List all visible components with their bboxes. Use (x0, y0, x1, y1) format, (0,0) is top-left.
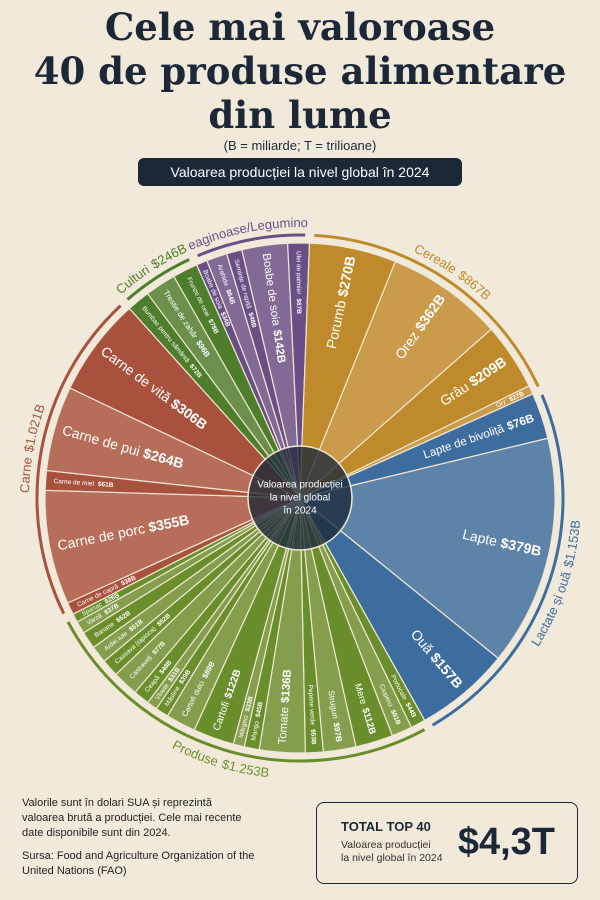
total-subtitle: Valoarea producției la nivel global în 20… (341, 839, 443, 865)
group-value: $354B (0, 0, 4, 3)
product-wedge (299, 260, 493, 499)
center-label: în 2024 (282, 506, 317, 517)
product-value: $142B (270, 329, 287, 364)
product-wedge (69, 307, 301, 499)
total-subtitle-line: la nivel global în 2024 (341, 852, 443, 864)
product-label: Ulei de palmier $67B (295, 251, 302, 314)
total-value: $4,3T (457, 821, 555, 863)
group-name: Culturi (113, 262, 152, 297)
product-label: Tomate $136B (277, 669, 294, 745)
center-disc (247, 445, 353, 551)
product-value: $45B (255, 701, 265, 718)
group-value: $1.153B (560, 519, 583, 569)
group-ring (431, 394, 565, 727)
group-value: $1.021B (21, 402, 48, 453)
product-name: Carne de miel (53, 478, 94, 488)
product-value: $136B (280, 669, 294, 703)
product-value: $64B (224, 288, 236, 305)
note: Valorile sunt în dolari SUA și reprezint… (22, 797, 242, 839)
product-value: $67B (295, 298, 302, 314)
group-ring (126, 258, 190, 301)
total-box: TOTAL TOP 40 Valoarea producției la nivel… (316, 802, 578, 884)
product-value: $53B (309, 729, 317, 745)
product-label: Carne de miel $61B (53, 478, 114, 489)
product-wedge (44, 489, 301, 604)
product-value: $48B (247, 312, 258, 329)
product-value: $33B (244, 695, 255, 712)
product-label: Mango $45B (250, 701, 264, 741)
subtitle: (B = miliarde; T = trilioane) (224, 138, 377, 153)
center-label: Valoarea producției (257, 480, 342, 491)
product-value: $355B (147, 511, 191, 535)
banner: Valoarea producției la nivel global în 2… (171, 164, 430, 180)
product-label: Pepene verde $53B (307, 684, 317, 745)
product-name: Ulei de palmier (295, 251, 302, 295)
title-line: 40 de produse alimentare (34, 49, 567, 93)
product-name: Orz (495, 399, 507, 410)
product-name: Struguri (326, 690, 339, 720)
product-name: Tomate (277, 707, 292, 745)
product-value: $97B (331, 722, 343, 743)
group-value: $867B (455, 267, 494, 303)
group-value: $246B (148, 240, 189, 271)
group-name: Produse (170, 737, 220, 769)
product-name: Lapte (461, 526, 499, 549)
product-name: Mango (250, 720, 261, 741)
product-wedge (298, 437, 556, 660)
banner-box (138, 158, 462, 186)
group-ring (66, 621, 426, 763)
group-ring (314, 233, 540, 388)
source: Sursa: Food and Agriculture Organization… (22, 850, 255, 877)
total-subtitle-line: Valoarea producției (341, 839, 431, 851)
center-label: la nivel global (270, 493, 331, 504)
product-value: $61B (98, 481, 114, 489)
group-ring (35, 304, 122, 615)
title-line: Cele mai valoroase (105, 5, 495, 49)
group-name: Carne (17, 456, 35, 493)
group-ring (197, 233, 306, 258)
product-name: Pepene verde (307, 684, 316, 725)
total-title: TOTAL TOP 40 (341, 819, 431, 834)
product-label: Struguri $97B (326, 690, 343, 743)
notes: Valorile sunt în dolari SUA și reprezint… (22, 796, 257, 887)
title-line: din lume (208, 93, 391, 137)
